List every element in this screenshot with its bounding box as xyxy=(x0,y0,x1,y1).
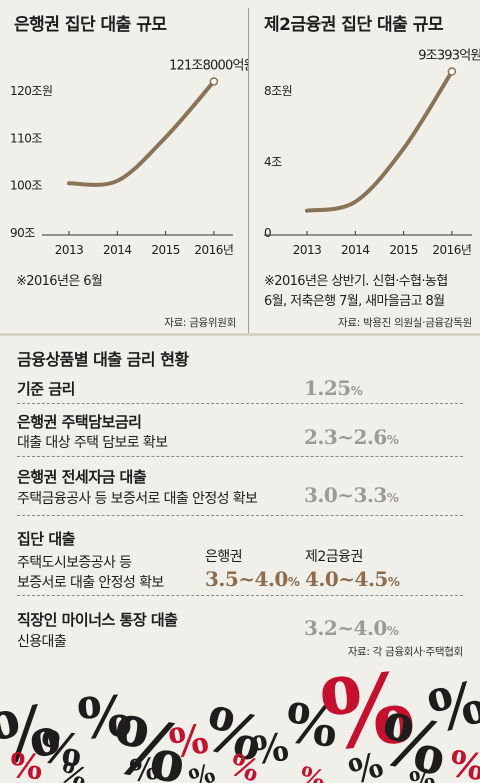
second-tier-chart-note-1: ※2016년은 상반기. 신협·수협·농협 xyxy=(264,274,448,289)
percent-glyph-icon: % xyxy=(128,751,161,783)
y-tick-label: 0 xyxy=(264,226,271,240)
x-tick-label: 2013 xyxy=(293,243,322,257)
percent-glyph-icon: % xyxy=(407,764,438,783)
rate-label: 직장인 마이너스 통장 대출 xyxy=(17,611,178,629)
panel-divider xyxy=(248,8,249,333)
rates-title: 금융상품별 대출 금리 현황 xyxy=(17,350,189,369)
rates-source: 자료: 각 금융회사·주택협회 xyxy=(347,646,464,658)
row-divider xyxy=(17,595,463,596)
second-tier-chart-source: 자료: 박용진 의원실·금융감독원 xyxy=(337,317,472,329)
second-tier-sublabel: 제2금융권 xyxy=(305,549,363,565)
rate-row-base: 기준 금리 1.25% xyxy=(17,372,463,404)
rate-label: 은행권 주택담보금리 xyxy=(17,413,142,431)
percent-glyph-icon: % xyxy=(297,761,328,783)
y-tick-label: 4조 xyxy=(264,155,282,169)
x-tick-label: 2015 xyxy=(151,243,180,257)
x-tick-label: 2014 xyxy=(103,243,132,257)
bank-rate-value: 3.5~4.0% xyxy=(205,567,300,591)
second-tier-rate-value: 4.0~4.5% xyxy=(305,567,400,591)
bank-chart-source: 자료: 금융위원회 xyxy=(164,317,236,329)
percent-glyph-icon: % xyxy=(8,745,44,783)
rate-desc: 주택금융공사 등 보증서로 대출 안정성 확보 xyxy=(17,491,258,507)
rate-row-minus: 직장인 마이너스 통장 대출 신용대출 3.2~4.0% xyxy=(17,600,463,662)
y-tick-label: 110조 xyxy=(10,131,42,145)
end-point-marker xyxy=(447,67,457,76)
rate-value: 3.2~4.0% xyxy=(304,616,399,640)
y-tick-label: 120조원 xyxy=(10,84,53,98)
y-tick-label: 100조 xyxy=(10,179,42,193)
percent-sign-decoration: %%%%%%%%%%%%%%%%%%%% xyxy=(0,670,480,783)
percent-glyph-icon: % xyxy=(447,742,480,783)
rate-label: 기준 금리 xyxy=(17,380,75,398)
second-tier-loan-chart: 0 4조 8조원 2013 2014 2015 2016년 9조393억원 xyxy=(264,49,480,257)
x-tick-label: 2016년 xyxy=(432,243,471,257)
bank-chart-title: 은행권 집단 대출 규모 xyxy=(14,15,167,35)
rate-value: 1.25% xyxy=(304,376,363,400)
series-line xyxy=(305,69,454,213)
bank-chart-note: ※2016년은 6월 xyxy=(16,274,103,289)
rate-label: 집단 대출 xyxy=(17,530,75,548)
row-divider xyxy=(17,403,463,404)
bank-loan-chart: 90조 100조 110조 120조원 2013 2014 2015 2016년 121조800… xyxy=(10,58,248,257)
x-tick-label: 2013 xyxy=(55,243,84,257)
rate-value: 2.3~2.6% xyxy=(304,425,399,449)
row-divider xyxy=(17,456,463,457)
y-tick-label: 90조 xyxy=(10,226,35,240)
rate-desc: 보증서로 대출 안정성 확보 xyxy=(17,575,164,591)
rate-desc: 주택도시보증공사 등 xyxy=(17,555,132,571)
x-tick-label: 2014 xyxy=(341,243,370,257)
second-tier-loan-chart-panel: 제2금융권 집단 대출 규모 0 4조 8조원 2013 2014 2015 2016년 9조… xyxy=(250,0,480,333)
bank-sublabel: 은행권 xyxy=(205,549,243,565)
rate-row-group: 집단 대출 주택도시보증공사 등 보증서로 대출 안정성 확보 은행권 제2금융… xyxy=(17,520,463,596)
x-tick-label: 2015 xyxy=(389,243,418,257)
second-tier-chart-title: 제2금융권 집단 대출 규모 xyxy=(264,15,443,35)
x-tick-label: 2016년 xyxy=(194,243,233,257)
rate-value: 3.0~3.3% xyxy=(304,483,399,507)
rate-label: 은행권 전세자금 대출 xyxy=(17,468,147,486)
y-tick-label: 8조원 xyxy=(264,84,292,98)
end-point-marker xyxy=(209,77,219,86)
end-value-annotation: 9조393억원 xyxy=(418,49,480,64)
second-tier-chart-note-2: 6월, 저축은행 7월, 새마을금고 8월 xyxy=(264,294,445,309)
series-line xyxy=(67,79,216,187)
row-divider xyxy=(17,515,463,516)
end-value-annotation: 121조8000억원 xyxy=(169,58,248,73)
rate-desc: 신용대출 xyxy=(17,634,67,650)
section-divider xyxy=(0,333,480,336)
rate-row-jeonse: 은행권 전세자금 대출 주택금융공사 등 보증서로 대출 안정성 확보 3.0~… xyxy=(17,461,463,516)
rate-row-mortgage: 은행권 주택담보금리 대출 대상 주택 담보로 확보 2.3~2.6% xyxy=(17,407,463,457)
rate-desc: 대출 대상 주택 담보로 확보 xyxy=(17,435,168,451)
bank-loan-chart-panel: 은행권 집단 대출 규모 90조 100조 110조 120조원 2013 2014 201… xyxy=(0,0,248,333)
